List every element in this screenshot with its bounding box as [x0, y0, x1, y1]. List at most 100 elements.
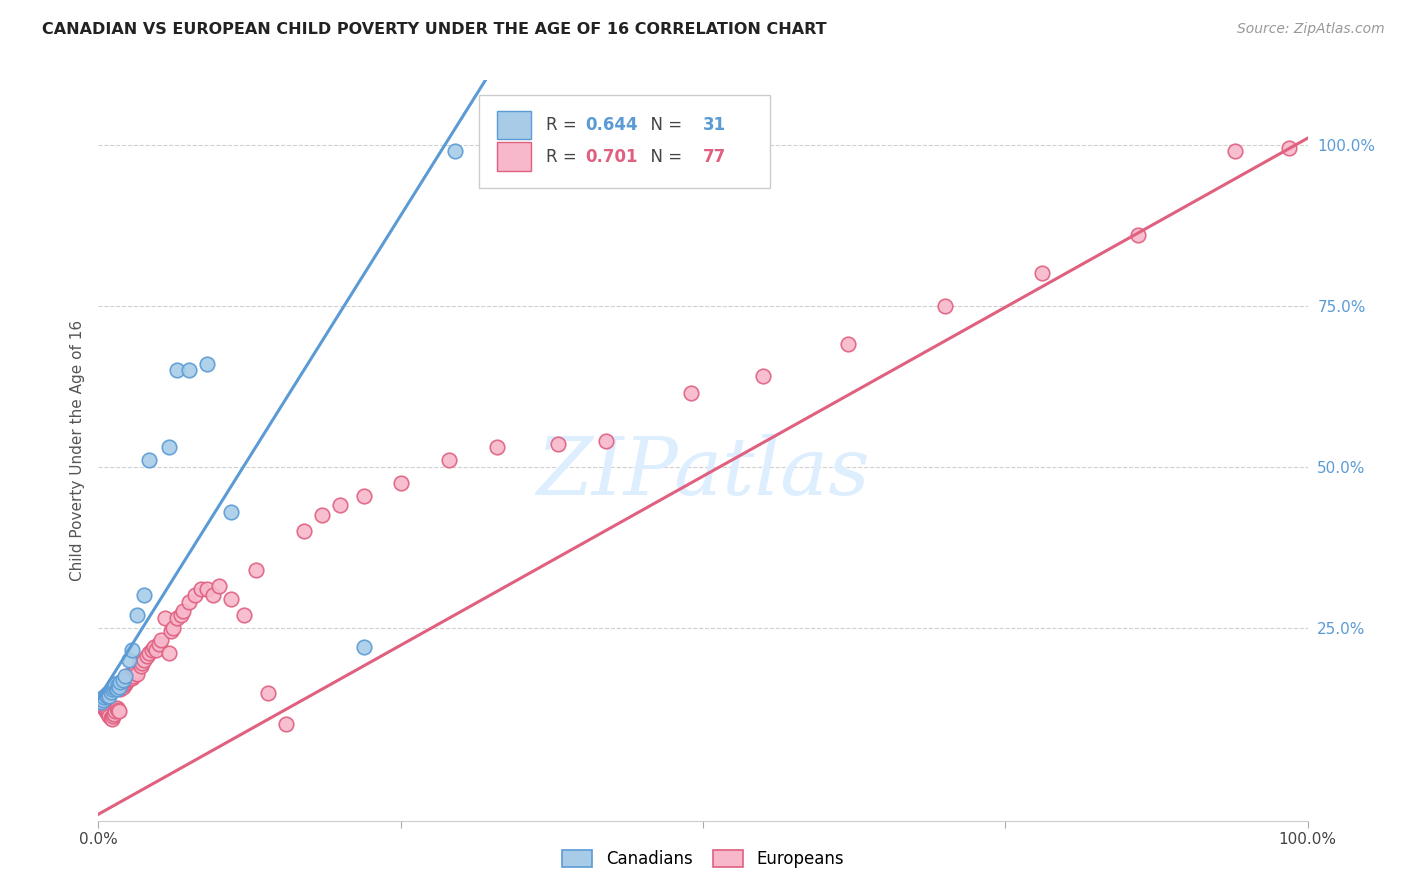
Point	[128, 656, 150, 670]
Text: 77: 77	[703, 147, 727, 166]
Point	[141, 643, 163, 657]
Point	[93, 701, 115, 715]
Point	[1128, 227, 1150, 242]
Point	[125, 665, 148, 679]
Legend: Canadians, Europeans: Canadians, Europeans	[555, 843, 851, 875]
Text: ZIPatlas: ZIPatlas	[536, 434, 870, 511]
Point	[437, 453, 460, 467]
Point	[172, 604, 194, 618]
Point	[108, 680, 131, 694]
Point	[105, 701, 128, 715]
Point	[752, 369, 775, 384]
Point	[114, 669, 136, 683]
Point	[179, 363, 201, 377]
Point	[353, 640, 375, 654]
Point	[444, 144, 467, 158]
Text: CANADIAN VS EUROPEAN CHILD POVERTY UNDER THE AGE OF 16 CORRELATION CHART: CANADIAN VS EUROPEAN CHILD POVERTY UNDER…	[42, 22, 827, 37]
Point	[143, 640, 166, 654]
Point	[153, 611, 176, 625]
Point	[112, 677, 135, 691]
Point	[138, 646, 160, 660]
Point	[160, 624, 183, 638]
Point	[101, 709, 124, 723]
Point	[118, 669, 141, 683]
Point	[208, 579, 231, 593]
Point	[1278, 141, 1301, 155]
Text: Source: ZipAtlas.com: Source: ZipAtlas.com	[1237, 22, 1385, 37]
FancyBboxPatch shape	[498, 143, 531, 170]
Point	[90, 698, 112, 712]
Point	[221, 591, 243, 606]
Point	[101, 680, 124, 694]
Point	[110, 678, 132, 692]
Point	[104, 677, 127, 691]
Point	[121, 643, 143, 657]
Point	[120, 666, 142, 681]
Y-axis label: Child Poverty Under the Age of 16: Child Poverty Under the Age of 16	[69, 320, 84, 581]
Point	[103, 678, 125, 692]
Point	[114, 676, 136, 690]
Point	[91, 697, 114, 711]
Point	[157, 646, 180, 660]
Point	[111, 673, 134, 688]
Point	[104, 704, 127, 718]
Point	[353, 489, 375, 503]
Point	[245, 563, 267, 577]
Point	[98, 689, 121, 703]
Point	[96, 690, 118, 704]
Point	[157, 440, 180, 454]
Point	[100, 685, 122, 699]
Point	[486, 440, 509, 454]
FancyBboxPatch shape	[498, 111, 531, 139]
Point	[97, 686, 120, 700]
Point	[232, 607, 254, 622]
Point	[134, 588, 156, 602]
Point	[108, 675, 131, 690]
Point	[1223, 144, 1246, 158]
Point	[129, 659, 152, 673]
Point	[138, 453, 160, 467]
Point	[108, 681, 131, 696]
Point	[184, 588, 207, 602]
Point	[179, 595, 201, 609]
Point	[134, 653, 156, 667]
Point	[256, 686, 278, 700]
Point	[111, 680, 134, 694]
Point	[135, 649, 157, 664]
Text: 31: 31	[703, 116, 725, 134]
Point	[94, 688, 117, 702]
Text: R =: R =	[546, 116, 582, 134]
Point	[547, 437, 569, 451]
Point	[93, 690, 115, 704]
Point	[190, 582, 212, 596]
Point	[124, 665, 146, 680]
Point	[274, 717, 297, 731]
Point	[100, 681, 122, 696]
Point	[166, 363, 188, 377]
Point	[1031, 267, 1053, 281]
Point	[679, 385, 702, 400]
Point	[202, 588, 225, 602]
Point	[148, 637, 170, 651]
Point	[389, 475, 412, 490]
FancyBboxPatch shape	[479, 95, 769, 187]
Point	[127, 607, 149, 622]
Text: 0.701: 0.701	[586, 147, 638, 166]
Point	[311, 508, 333, 522]
Point	[100, 711, 122, 725]
Point	[103, 707, 125, 722]
Point	[107, 678, 129, 692]
Point	[91, 691, 114, 706]
Text: N =: N =	[640, 147, 688, 166]
Point	[221, 505, 243, 519]
Point	[169, 607, 191, 622]
Point	[118, 653, 141, 667]
Text: R =: R =	[546, 147, 582, 166]
Point	[131, 656, 153, 670]
Point	[162, 620, 184, 634]
Point	[150, 633, 173, 648]
Point	[122, 669, 145, 683]
Point	[107, 703, 129, 717]
Point	[100, 712, 122, 726]
Point	[115, 675, 138, 690]
